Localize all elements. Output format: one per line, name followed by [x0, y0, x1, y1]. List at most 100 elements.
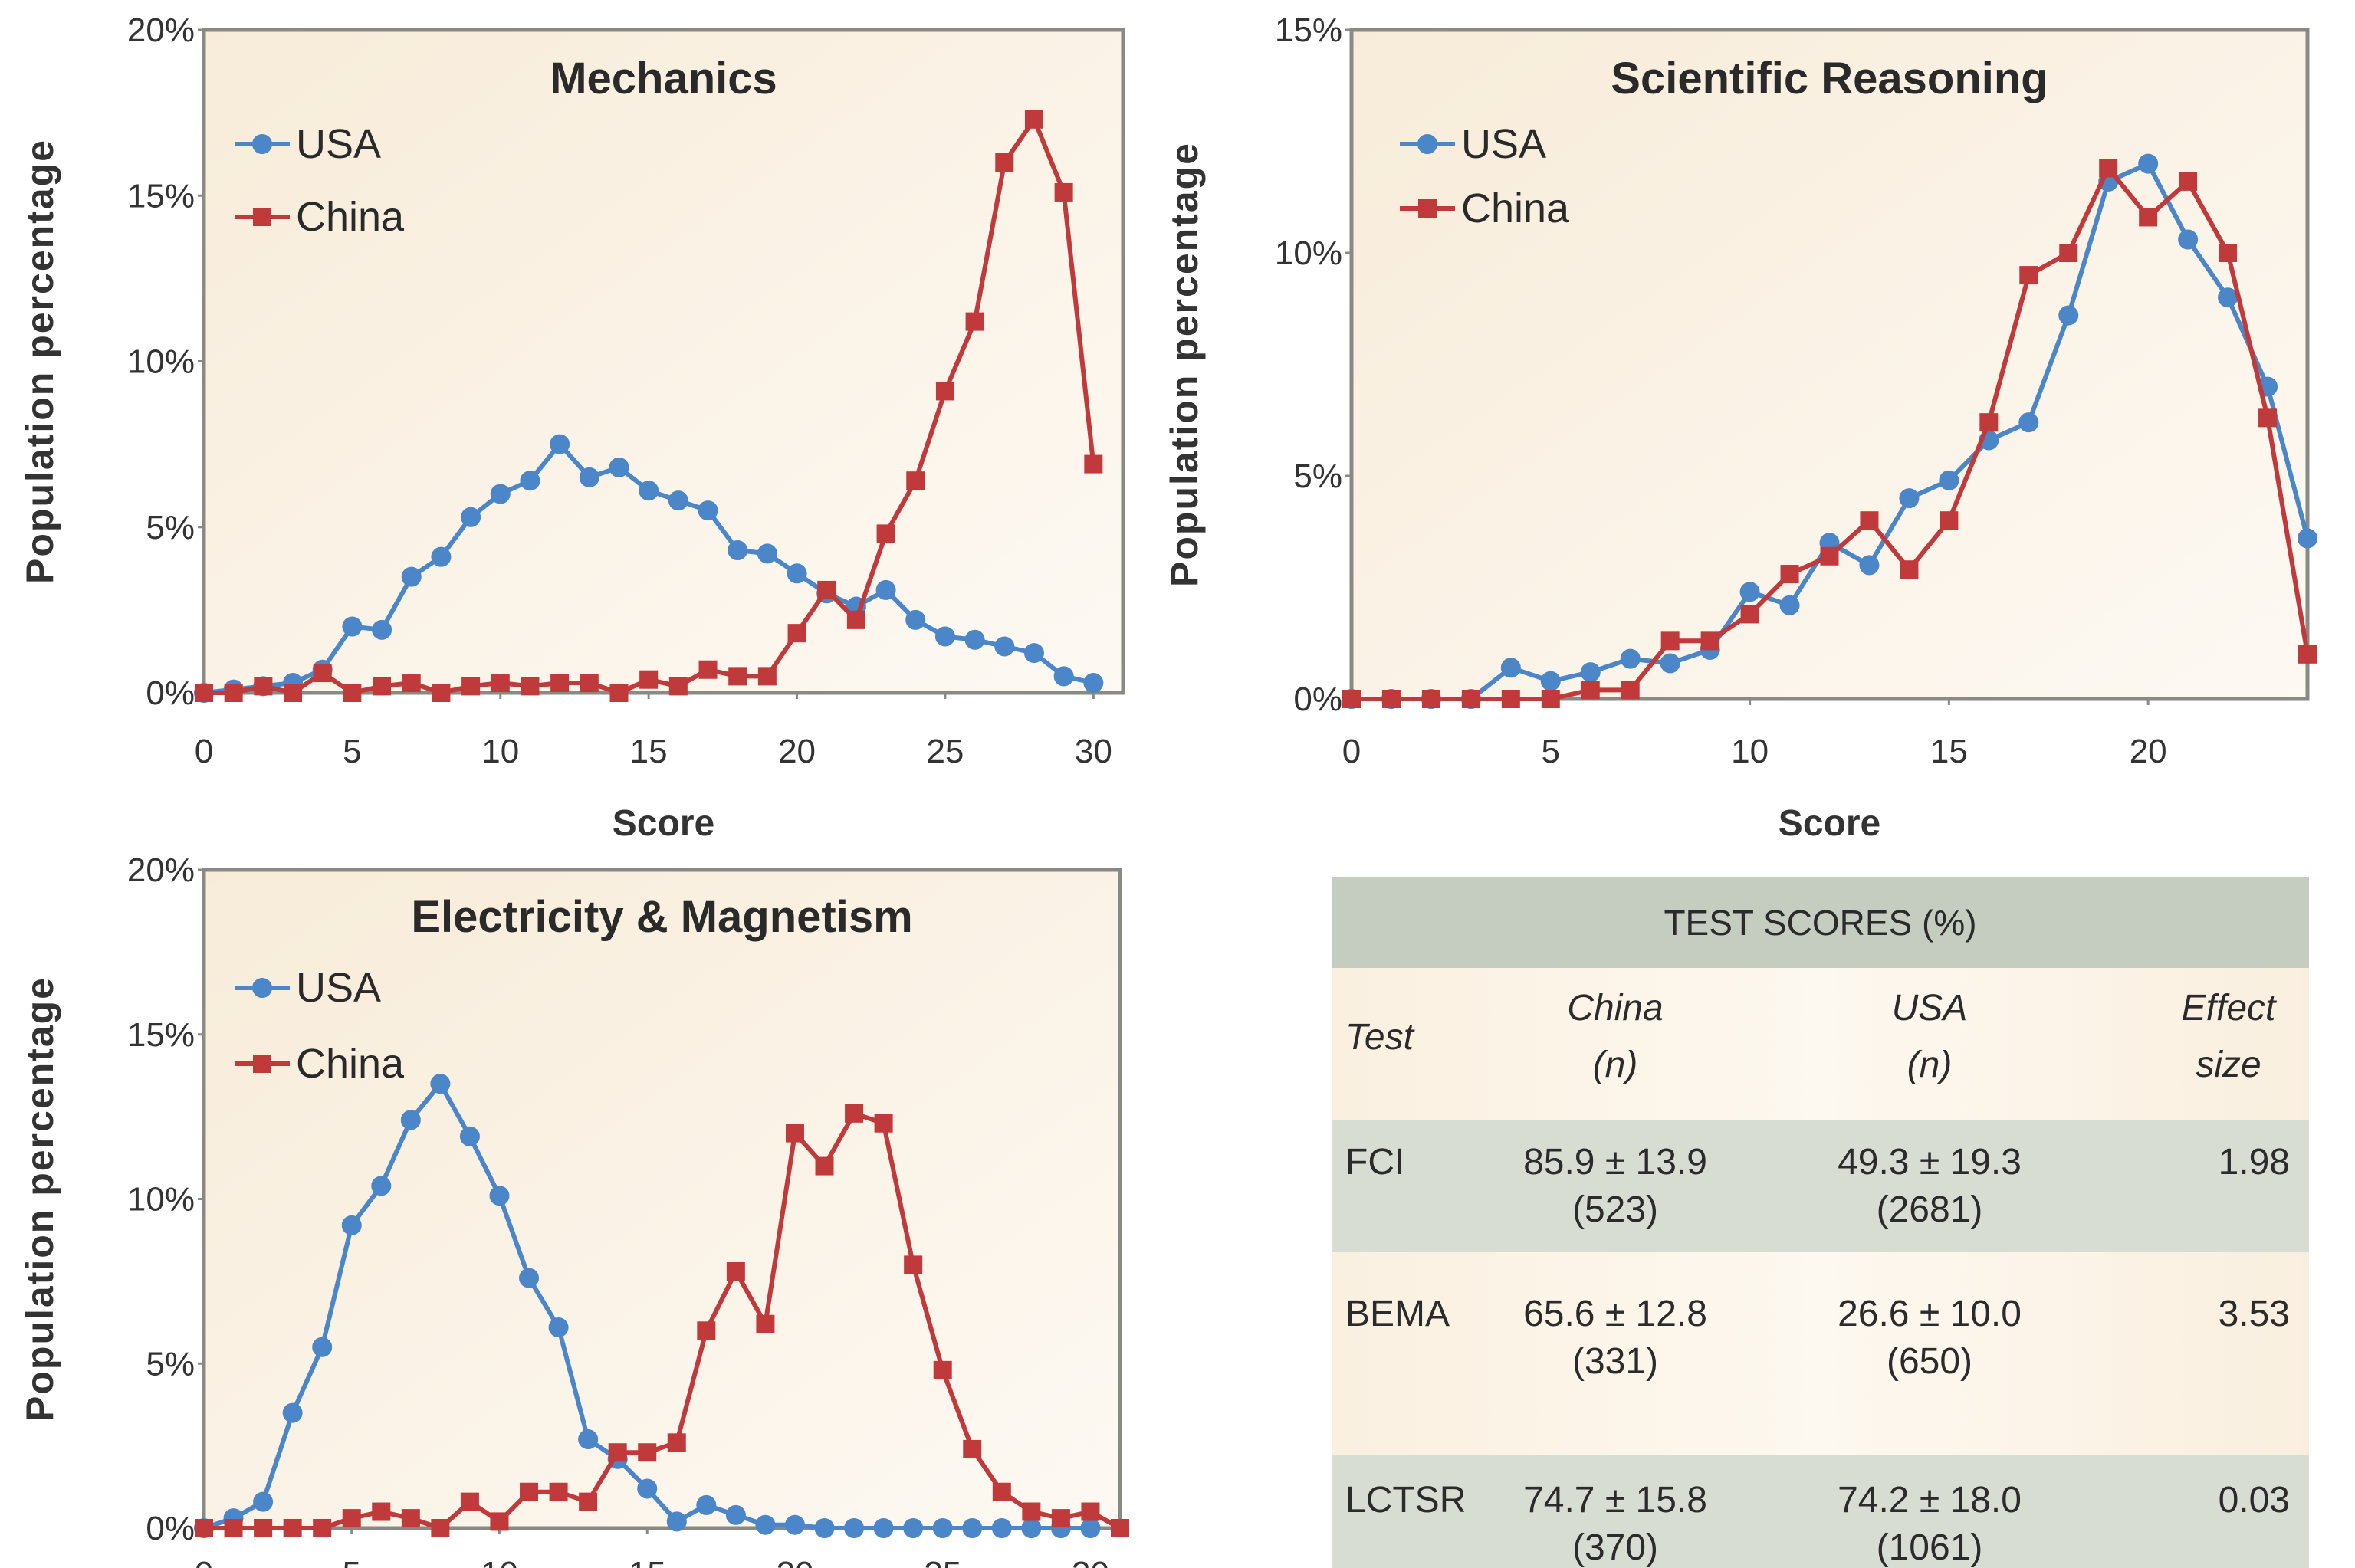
y-tick-label: 10% — [127, 1181, 195, 1219]
table-title: TEST SCORES (%) — [1332, 877, 2309, 968]
y-tick-label: 0% — [146, 674, 195, 712]
data-point — [639, 670, 659, 689]
y-tick-label: 0% — [146, 1510, 195, 1547]
data-point — [1940, 511, 1959, 530]
data-point — [341, 1215, 362, 1235]
data-point — [668, 490, 688, 511]
data-point — [962, 1518, 983, 1538]
data-point — [1779, 595, 1800, 615]
data-point — [787, 624, 806, 643]
data-point — [994, 636, 1015, 657]
y-tick-label: 15% — [127, 177, 195, 215]
data-point — [995, 153, 1014, 172]
x-tick-label: 30 — [1072, 1555, 1109, 1568]
data-point — [371, 1176, 392, 1196]
data-point — [1540, 671, 1561, 691]
data-point — [579, 1492, 598, 1511]
data-point — [608, 1443, 627, 1462]
data-point — [756, 1314, 775, 1333]
data-point — [784, 1514, 805, 1535]
data-point — [697, 1321, 716, 1340]
data-point — [906, 471, 925, 490]
data-point — [1859, 555, 1880, 576]
data-point — [253, 1491, 274, 1512]
x-tick-label: 0 — [1342, 733, 1361, 770]
data-point — [373, 677, 392, 696]
data-point — [490, 484, 511, 504]
legend-circle-icon — [1417, 134, 1437, 154]
data-point — [1022, 1502, 1041, 1521]
cell-china: 65.6 ± 12.8 — [1523, 1294, 1707, 1334]
x-tick-label: 15 — [1930, 733, 1968, 770]
data-point — [757, 543, 777, 564]
cell-china-n: (331) — [1572, 1341, 1659, 1382]
legend-label: USA — [1461, 121, 1546, 167]
data-point — [401, 1509, 420, 1528]
legend-label: China — [296, 194, 405, 240]
x-tick-label: 20 — [778, 733, 816, 770]
data-point — [903, 1518, 924, 1538]
data-point — [460, 1492, 479, 1511]
data-point — [609, 684, 629, 702]
data-point — [728, 540, 748, 561]
cell-usa-n: (2681) — [1876, 1189, 1983, 1230]
y-tick-label: 15% — [1275, 11, 1342, 49]
data-point — [1939, 470, 1959, 490]
table-column-header-row: Test China (n) USA (n) Effect size — [1332, 968, 2309, 1120]
data-point — [1081, 1502, 1100, 1521]
col-header-effect-size: size — [2196, 1045, 2261, 1085]
cell-test: LCTSR — [1345, 1480, 1467, 1520]
x-tick-label: 25 — [926, 733, 964, 770]
data-point — [2218, 287, 2238, 308]
cell-china-n: (523) — [1572, 1189, 1659, 1230]
data-point — [876, 524, 895, 543]
cell-usa-n: (1061) — [1876, 1527, 1983, 1568]
data-point — [2179, 172, 2198, 191]
data-point — [580, 674, 599, 693]
data-point — [726, 1261, 745, 1281]
x-tick-label: 20 — [776, 1555, 813, 1568]
legend-label: China — [296, 1041, 405, 1087]
col-header-china-n: (n) — [1592, 1045, 1638, 1085]
data-point — [1620, 648, 1641, 669]
x-tick-label: 25 — [924, 1555, 961, 1568]
data-point — [1979, 413, 1999, 432]
data-point — [312, 1337, 333, 1357]
data-point — [431, 1519, 450, 1537]
chart-title: Electricity & Magnetism — [411, 892, 912, 942]
data-point — [343, 684, 362, 702]
data-point — [639, 481, 659, 501]
data-point — [1621, 681, 1640, 700]
data-point — [578, 1429, 599, 1450]
data-point — [313, 1519, 332, 1537]
x-tick-label: 20 — [2130, 733, 2167, 770]
data-point — [1342, 690, 1361, 708]
data-point — [400, 1110, 421, 1130]
chart-0: 0% 5% 10% 15% 20% 0 5 10 15 20 25 30 Score Population… — [18, 11, 1125, 844]
test-scores-table: TEST SCORES (%) Test China (n) USA (n) E… — [1332, 877, 2309, 1568]
table-row: FCI 85.9 ± 13.9 (523) 49.3 ± 19.3 (2681)… — [1332, 1120, 2309, 1252]
cell-usa: 74.2 ± 18.0 — [1838, 1480, 2022, 1520]
data-point — [254, 677, 273, 696]
data-point — [2258, 408, 2278, 428]
cell-test: FCI — [1345, 1142, 1405, 1183]
data-point — [254, 1519, 273, 1537]
table-row: LCTSR 74.7 ± 15.8 (370) 74.2 ± 18.0 (106… — [1332, 1455, 2309, 1568]
cell-usa-n: (650) — [1886, 1341, 1973, 1382]
chart-title: Scientific Reasoning — [1611, 54, 2048, 103]
data-point — [698, 660, 718, 679]
series-china — [1342, 159, 2317, 708]
data-point — [698, 500, 718, 521]
data-point — [224, 1519, 243, 1537]
data-point — [1501, 690, 1520, 708]
data-point — [2298, 645, 2317, 664]
data-point — [282, 1402, 303, 1423]
data-point — [845, 1104, 864, 1123]
data-point — [284, 684, 303, 702]
data-point — [490, 1512, 509, 1531]
y-tick-label: 20% — [127, 11, 195, 49]
y-tick-label: 5% — [1293, 458, 1342, 495]
data-point — [401, 566, 422, 587]
data-point — [815, 1156, 834, 1176]
data-point — [1421, 690, 1440, 708]
